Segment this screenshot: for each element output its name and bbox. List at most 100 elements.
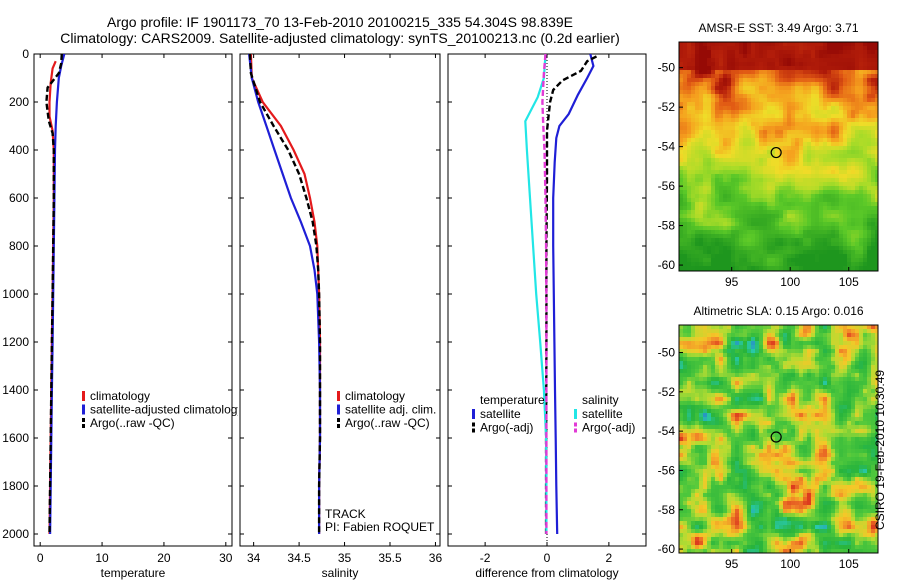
map-cell xyxy=(755,206,760,211)
map-cell xyxy=(839,194,844,199)
map-cell xyxy=(827,210,832,215)
map-cell xyxy=(847,206,852,211)
map-cell xyxy=(843,445,848,450)
map-cell xyxy=(851,122,856,127)
map-cell xyxy=(703,222,708,227)
map-cell xyxy=(839,397,844,402)
map-cell xyxy=(783,118,788,123)
map-cell xyxy=(807,262,812,267)
map-cell xyxy=(771,74,776,79)
map-cell xyxy=(731,409,736,414)
map-cell xyxy=(719,194,724,199)
map-cell xyxy=(683,94,688,99)
map-cell xyxy=(719,361,724,366)
map-cell xyxy=(843,405,848,410)
map-cell xyxy=(679,353,684,358)
map-cell xyxy=(779,146,784,151)
map-cell xyxy=(699,258,704,263)
map-cell xyxy=(679,86,684,91)
map-cell xyxy=(775,122,780,127)
map-cell xyxy=(747,158,752,163)
map-cell xyxy=(799,238,804,243)
map-cell xyxy=(859,114,864,119)
map-cell xyxy=(767,226,772,231)
map-cell xyxy=(871,389,876,394)
map-cell xyxy=(771,202,776,207)
map-cell xyxy=(747,182,752,187)
map-cell xyxy=(691,206,696,211)
map-cell xyxy=(819,94,824,99)
map-cell xyxy=(803,214,808,219)
map-cell xyxy=(783,409,788,414)
map-cell xyxy=(731,345,736,350)
map-cell xyxy=(767,178,772,183)
map-cell xyxy=(767,190,772,195)
map-cell xyxy=(807,50,812,55)
map-cell xyxy=(795,78,800,83)
map-cell xyxy=(867,401,872,406)
map-cell xyxy=(699,433,704,438)
map-cell xyxy=(727,449,732,454)
map-cell xyxy=(747,341,752,346)
map-cell xyxy=(851,194,856,199)
map-cell xyxy=(875,134,879,139)
map-cell xyxy=(695,250,700,255)
map-cell xyxy=(799,409,804,414)
map-cell xyxy=(783,345,788,350)
map-cell xyxy=(695,473,700,478)
map-cell xyxy=(855,461,860,466)
map-cell xyxy=(807,250,812,255)
map-cell xyxy=(779,86,784,91)
map-cell xyxy=(715,329,720,334)
map-cell xyxy=(851,465,856,470)
map-cell xyxy=(739,182,744,187)
map-cell xyxy=(719,425,724,430)
map-cell xyxy=(851,401,856,406)
map-cell xyxy=(779,397,784,402)
map-cell xyxy=(875,242,879,247)
map-cell xyxy=(723,353,728,358)
map-cell xyxy=(707,102,712,107)
map-cell xyxy=(851,202,856,207)
map-cell xyxy=(723,106,728,111)
map-cell xyxy=(771,254,776,259)
map-cell xyxy=(759,453,764,458)
map-cell xyxy=(855,230,860,235)
map-cell xyxy=(819,429,824,434)
map-cell xyxy=(875,98,879,103)
map-cell xyxy=(759,198,764,203)
map-cell xyxy=(771,130,776,135)
map-cell xyxy=(683,202,688,207)
map-cell xyxy=(759,325,764,330)
map-cell xyxy=(811,254,816,259)
map-cell xyxy=(871,78,876,83)
map-cell xyxy=(839,469,844,474)
map-cell xyxy=(775,337,780,342)
map-cell xyxy=(803,90,808,95)
map-cell xyxy=(843,453,848,458)
map-cell xyxy=(835,357,840,362)
map-cell xyxy=(795,377,800,382)
map-cell xyxy=(871,58,876,63)
map-cell xyxy=(687,397,692,402)
map-cell xyxy=(731,102,736,107)
map-cell xyxy=(767,389,772,394)
map-cell xyxy=(763,409,768,414)
map-cell xyxy=(791,182,796,187)
map-cell xyxy=(803,325,808,330)
map-cell xyxy=(779,381,784,386)
map-cell xyxy=(747,134,752,139)
map-cell xyxy=(863,102,868,107)
map-cell xyxy=(723,134,728,139)
legend-title-salinity: salinity xyxy=(582,393,619,407)
map-cell xyxy=(679,222,684,227)
map-cell xyxy=(847,397,852,402)
map-cell xyxy=(727,74,732,79)
map-cell xyxy=(771,238,776,243)
map-cell xyxy=(751,457,756,462)
map-cell xyxy=(783,218,788,223)
map-cell xyxy=(727,82,732,87)
map-cell xyxy=(863,433,868,438)
map-cell xyxy=(743,449,748,454)
map-cell xyxy=(847,381,852,386)
